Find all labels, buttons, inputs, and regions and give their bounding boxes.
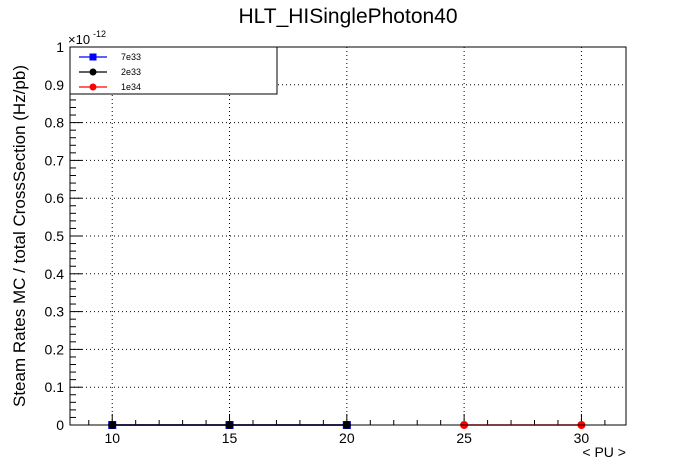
y-tick-label: 0.3	[45, 304, 65, 320]
y-tick-label: 0.6	[45, 190, 65, 206]
x-tick-label: 10	[104, 430, 120, 446]
y-tick-label: 0	[56, 417, 64, 433]
y-tick-label: 0.4	[45, 266, 65, 282]
y-tick-label: 0.1	[45, 379, 65, 395]
legend-marker	[89, 68, 97, 76]
y-tick-label: 0.5	[45, 228, 65, 244]
legend-label: 7e33	[121, 52, 141, 62]
grid	[70, 47, 626, 425]
legend-label: 2e33	[121, 67, 141, 77]
legend-box	[69, 46, 278, 95]
y-exponent: ×10 -12	[68, 29, 106, 47]
legend-entry-2e33: 2e33	[79, 67, 141, 77]
legend: 7e33 2e33 1e34	[69, 46, 278, 95]
chart-title: HLT_HISinglePhoton40	[238, 5, 457, 28]
y-exponent-power: -12	[93, 29, 106, 39]
axis-ticks: 10 15 20 25 30 0 0.1 0.2 0.3 0.4 0.5 0.6 0.7 0.8 0.9 1	[45, 39, 606, 446]
legend-entry-1e34: 1e34	[79, 82, 141, 92]
y-tick-label: 0.8	[45, 115, 65, 131]
y-tick-label: 0.9	[45, 77, 65, 93]
x-tick-label: 30	[574, 430, 590, 446]
y-tick-label: 0.7	[45, 152, 65, 168]
plot-frame	[69, 46, 627, 426]
y-axis-label: Steam Rates MC / total CrossSection (Hz/…	[10, 65, 29, 407]
x-tick-label: 25	[456, 430, 472, 446]
y-exponent-base: ×10	[68, 32, 90, 47]
legend-label: 1e34	[121, 82, 141, 92]
x-tick-label: 15	[222, 430, 238, 446]
y-tick-label: 1	[56, 39, 64, 55]
y-tick-label: 0.2	[45, 341, 65, 357]
legend-marker	[89, 53, 97, 61]
legend-entry-7e33: 7e33	[79, 52, 141, 62]
x-tick-label: 20	[339, 430, 355, 446]
x-axis-label: < PU >	[582, 444, 626, 460]
legend-marker	[89, 83, 97, 91]
